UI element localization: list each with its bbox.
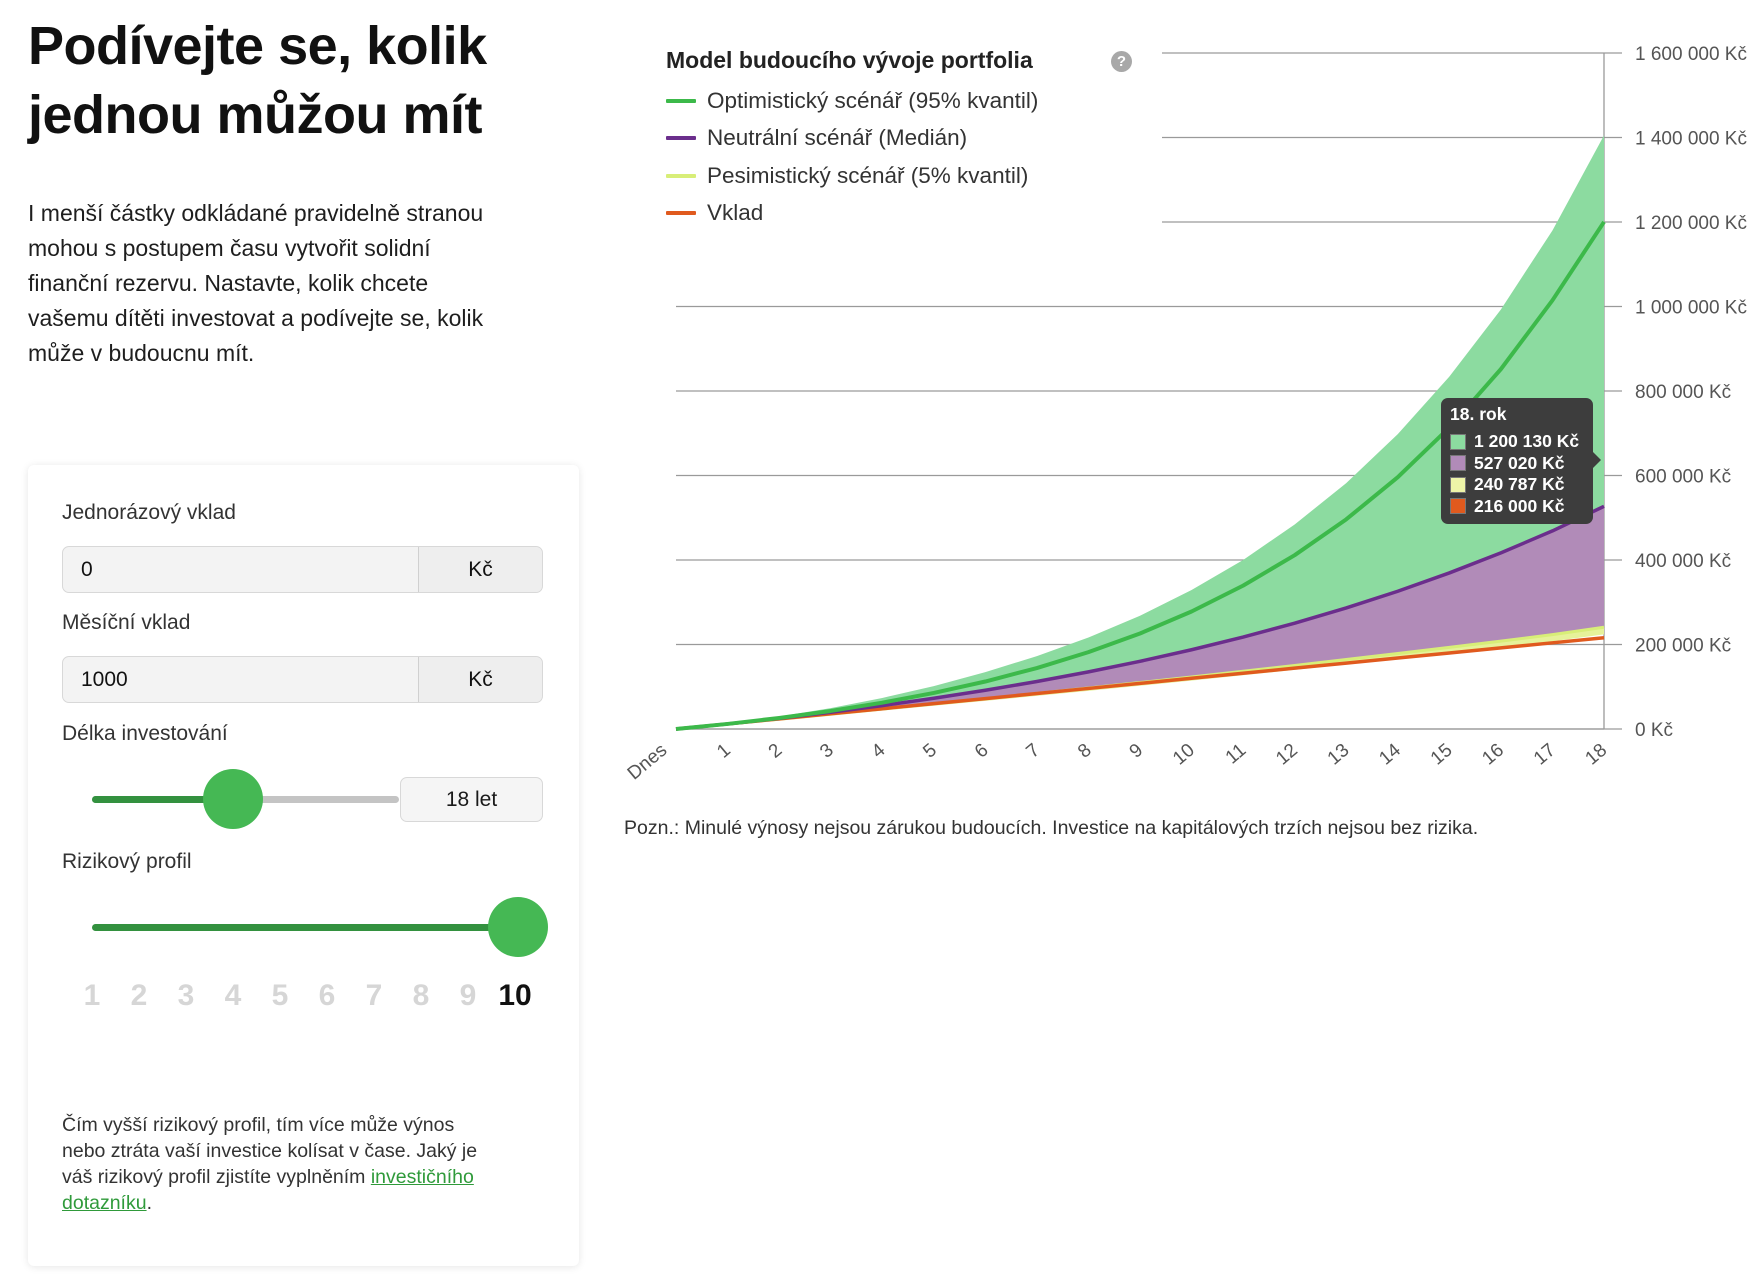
risk-level-5[interactable]: 5 (271, 979, 289, 1012)
risk-level-7[interactable]: 7 (365, 979, 383, 1012)
x-tick-label: 1 (713, 740, 735, 763)
monthly-deposit-value[interactable]: 1000 (81, 668, 128, 691)
tooltip-swatch (1450, 476, 1466, 493)
intro-line: vašemu dítěti investovat a podívejte se,… (28, 305, 484, 331)
currency-unit: Kč (418, 657, 542, 702)
intro-line: finanční rezervu. Nastavte, kolik chcete (28, 270, 429, 296)
y-tick-label: 1 400 000 Kč (1635, 129, 1747, 150)
legend-swatch (666, 211, 696, 215)
title-line: jednou můžou mít (28, 85, 482, 145)
y-tick-label: 0 Kč (1635, 720, 1673, 741)
legend-item-neutral[interactable]: Neutrální scénář (Medián) (666, 125, 967, 151)
duration-slider-handle[interactable] (203, 769, 264, 829)
x-tick-label: 17 (1530, 740, 1560, 770)
optimistic-area (676, 135, 1604, 729)
y-tick-label: 600 000 Kč (1635, 467, 1731, 488)
x-tick-label: 6 (971, 740, 993, 763)
questionnaire-link[interactable]: investičního (370, 1166, 474, 1188)
question-circle-icon[interactable]: ? (1111, 51, 1132, 72)
title-line: Podívejte se, kolik (28, 16, 487, 76)
one-time-deposit-value[interactable]: 0 (81, 558, 93, 581)
risk-level-6[interactable]: 6 (318, 979, 336, 1012)
risk-note-end: . (146, 1192, 152, 1214)
neutral-area (676, 506, 1604, 729)
legend-swatch (666, 136, 696, 140)
x-tick-label: 12 (1272, 740, 1302, 770)
x-tick-label: 14 (1375, 739, 1405, 769)
legend-item-pessimistic[interactable]: Pesimistický scénář (5% kvantil) (666, 163, 1028, 189)
questionnaire-link[interactable]: dotazníku (62, 1192, 147, 1214)
tooltip-value: 216 000 Kč (1474, 495, 1565, 516)
legend-item-deposit[interactable]: Vklad (666, 200, 763, 226)
x-tick-label: 5 (919, 740, 941, 763)
legend-swatch (666, 174, 696, 178)
tooltip-value: 1 200 130 Kč (1474, 431, 1580, 452)
x-tick-label: 18 (1582, 740, 1612, 770)
risk-level-9[interactable]: 9 (459, 979, 477, 1012)
x-tick-label: 11 (1222, 740, 1251, 769)
tooltip-swatch (1450, 433, 1466, 450)
risk-slider-track[interactable] (92, 924, 518, 931)
intro-paragraph: I menší částky odkládané pravidelně stra… (28, 196, 483, 371)
risk-level-8[interactable]: 8 (412, 979, 430, 1012)
legend-label: Optimistický scénář (95% kvantil) (707, 88, 1039, 113)
disclaimer: Pozn.: Minulé výnosy nejsou zárukou budo… (624, 817, 1479, 839)
tooltip-value: 527 020 Kč (1474, 452, 1565, 473)
intro-line: mohou s postupem času vytvořit solidní (28, 235, 431, 261)
chart-tooltip: 18. rok 1 200 130 Kč 527 020 Kč 240 787 … (1441, 398, 1601, 524)
chart-title: Model budoucího vývoje portfolia (666, 47, 1033, 73)
x-tick-label: 3 (816, 740, 838, 763)
risk-level-4[interactable]: 4 (224, 979, 242, 1012)
x-tick-label: 4 (868, 739, 890, 762)
x-tick-label: 7 (1023, 740, 1045, 763)
duration-value-box[interactable]: 18 let (400, 777, 543, 822)
x-tick-label: 2 (765, 740, 787, 763)
intro-line: může v budoucnu mít. (28, 340, 255, 366)
tooltip-title: 18. rok (1450, 404, 1507, 424)
tooltip-swatch (1450, 498, 1466, 515)
duration-label: Délka investování (62, 722, 228, 745)
one-time-deposit-label: Jednorázový vklad (62, 501, 236, 524)
risk-note-line: Čím vyšší rizikový profil, tím více může… (62, 1114, 455, 1136)
risk-slider-handle[interactable] (488, 897, 548, 957)
risk-level-10[interactable]: 10 (498, 979, 532, 1012)
x-tick-label: Dnes (624, 740, 671, 785)
duration-slider-fill (92, 796, 234, 803)
intro-line: I menší částky odkládané pravidelně stra… (28, 200, 484, 226)
legend-label: Vklad (707, 200, 764, 225)
x-tick-label: 10 (1169, 740, 1199, 770)
y-tick-label: 1 600 000 Kč (1635, 44, 1747, 65)
page-title: Podívejte se, kolik jednou můžou mít (28, 12, 487, 150)
y-tick-label: 800 000 Kč (1635, 382, 1731, 403)
calculator-card: Jednorázový vklad 0 Kč Měsíční vklad 100… (28, 465, 579, 1266)
risk-note-line: nebo ztráta vaší investice kolísat v čas… (62, 1140, 478, 1162)
legend-label: Neutrální scénář (Medián) (707, 125, 968, 150)
risk-level-3[interactable]: 3 (177, 979, 195, 1012)
tooltip-swatch (1450, 455, 1466, 472)
y-tick-label: 1 000 000 Kč (1635, 298, 1747, 319)
x-tick-label: 16 (1478, 740, 1508, 770)
monthly-deposit-label: Měsíční vklad (62, 611, 191, 634)
x-tick-label: 15 (1427, 740, 1457, 770)
y-tick-label: 400 000 Kč (1635, 551, 1731, 572)
legend-label: Pesimistický scénář (5% kvantil) (707, 163, 1029, 188)
currency-unit: Kč (418, 547, 542, 592)
legend-item-optimistic[interactable]: Optimistický scénář (95% kvantil) (666, 88, 1038, 114)
x-tick-label: 9 (1126, 740, 1148, 763)
risk-level-1[interactable]: 1 (83, 979, 101, 1012)
risk-note-line: váš rizikový profil zjistíte vyplněním (62, 1166, 371, 1188)
risk-profile-label: Rizikový profil (62, 850, 192, 873)
risk-note: Čím vyšší rizikový profil, tím více může… (62, 1112, 552, 1216)
risk-level-2[interactable]: 2 (130, 979, 148, 1012)
x-tick-label: 8 (1074, 740, 1096, 763)
y-tick-label: 1 200 000 Kč (1635, 213, 1747, 234)
tooltip-value: 240 787 Kč (1474, 474, 1565, 495)
y-tick-label: 200 000 Kč (1635, 636, 1731, 657)
monthly-deposit-input[interactable]: 1000 Kč (62, 656, 543, 703)
one-time-deposit-input[interactable]: 0 Kč (62, 546, 543, 593)
legend-swatch (666, 99, 696, 103)
x-tick-label: 13 (1324, 740, 1354, 770)
